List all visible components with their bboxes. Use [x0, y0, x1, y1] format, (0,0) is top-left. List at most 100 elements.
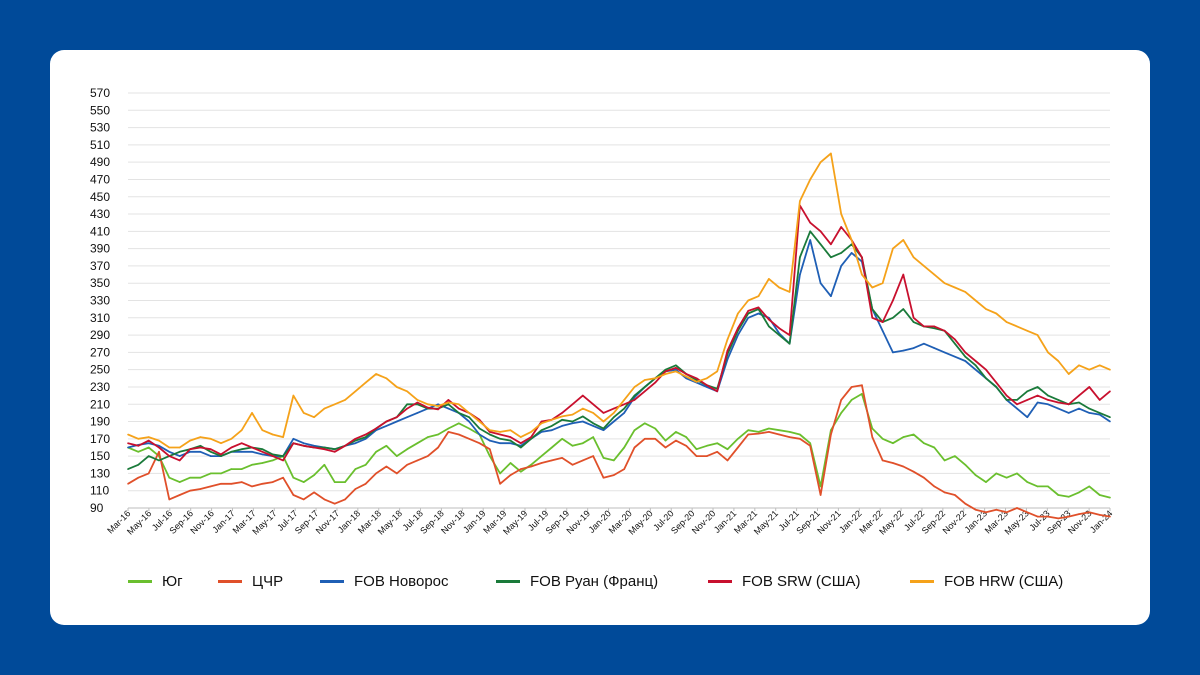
data-point-2 — [592, 425, 594, 427]
data-point-0 — [168, 476, 171, 479]
data-point-5 — [1005, 321, 1008, 323]
data-point-3 — [840, 252, 842, 254]
data-point-4 — [147, 439, 150, 442]
data-point-5 — [489, 429, 491, 432]
data-point-3 — [220, 455, 222, 457]
data-point-5 — [602, 420, 605, 423]
y-tick-label: 230 — [90, 380, 110, 394]
data-point-4 — [912, 317, 915, 319]
data-point-5 — [406, 390, 408, 393]
data-point-2 — [437, 403, 439, 406]
data-point-1 — [1057, 517, 1060, 520]
data-point-1 — [489, 448, 491, 451]
data-point-4 — [333, 451, 336, 453]
data-point-0 — [1067, 496, 1070, 498]
data-point-5 — [923, 265, 925, 267]
data-point-4 — [458, 407, 460, 410]
data-point-4 — [520, 442, 522, 445]
data-point-5 — [1016, 325, 1018, 328]
legend-item: FOB Руан (Франц) — [496, 570, 658, 592]
data-point-5 — [964, 291, 967, 293]
y-tick-label: 110 — [90, 484, 109, 498]
y-tick-label: 290 — [90, 328, 110, 342]
data-point-3 — [768, 325, 770, 328]
data-point-0 — [530, 464, 532, 466]
data-point-3 — [240, 448, 243, 451]
data-point-5 — [333, 403, 336, 406]
data-point-1 — [427, 455, 429, 457]
y-tick-label: 310 — [90, 311, 110, 325]
data-point-4 — [282, 459, 284, 462]
data-point-3 — [830, 256, 832, 259]
data-point-5 — [385, 377, 388, 380]
data-point-1 — [178, 494, 181, 496]
x-tick-label: Nov-21 — [815, 508, 843, 536]
data-point-5 — [1047, 351, 1049, 354]
data-point-1 — [850, 386, 853, 388]
data-point-4 — [974, 360, 977, 362]
data-point-2 — [706, 386, 708, 388]
data-point-0 — [788, 431, 791, 433]
data-point-0 — [747, 429, 749, 432]
data-point-5 — [912, 256, 915, 259]
data-point-1 — [788, 436, 791, 438]
data-point-0 — [840, 412, 842, 414]
data-point-1 — [375, 472, 377, 475]
data-point-5 — [675, 370, 677, 373]
data-point-1 — [220, 483, 222, 485]
data-point-5 — [1057, 360, 1060, 362]
data-point-3 — [1026, 390, 1029, 393]
series-line-4 — [127, 204, 1111, 462]
data-point-4 — [364, 433, 367, 436]
data-point-5 — [830, 152, 832, 155]
data-point-5 — [178, 446, 181, 449]
data-point-3 — [985, 377, 987, 380]
data-point-5 — [840, 213, 842, 215]
data-point-4 — [240, 442, 243, 445]
data-point-4 — [985, 368, 987, 371]
y-tick-label: 250 — [90, 363, 110, 377]
data-point-4 — [302, 445, 305, 447]
data-point-2 — [954, 355, 956, 358]
data-point-4 — [344, 445, 346, 447]
data-point-5 — [995, 312, 998, 315]
data-point-5 — [974, 299, 977, 302]
data-point-2 — [313, 445, 315, 447]
data-point-1 — [1026, 511, 1029, 514]
data-point-5 — [354, 390, 357, 393]
data-point-0 — [871, 427, 874, 430]
data-point-4 — [489, 431, 491, 433]
y-tick-label: 470 — [90, 172, 110, 186]
data-point-0 — [354, 468, 357, 470]
data-point-0 — [333, 481, 336, 483]
data-point-0 — [499, 472, 501, 475]
data-point-3 — [458, 412, 460, 414]
data-point-4 — [168, 455, 171, 457]
data-point-1 — [468, 438, 470, 440]
data-point-1 — [757, 432, 760, 435]
data-point-4 — [892, 299, 894, 302]
data-point-1 — [147, 472, 150, 475]
y-tick-label: 390 — [90, 242, 110, 256]
data-point-1 — [447, 431, 450, 433]
data-point-5 — [313, 416, 315, 419]
data-point-2 — [189, 451, 191, 453]
data-point-1 — [1016, 507, 1018, 509]
data-point-3 — [354, 439, 357, 442]
series-line-2 — [127, 239, 1111, 458]
data-point-2 — [168, 451, 171, 453]
data-point-2 — [685, 377, 687, 380]
data-point-2 — [747, 317, 749, 319]
data-point-5 — [468, 412, 470, 414]
data-point-1 — [644, 438, 646, 440]
data-point-0 — [540, 455, 543, 457]
data-point-4 — [416, 401, 419, 404]
data-point-0 — [923, 442, 925, 445]
data-point-3 — [799, 256, 801, 259]
data-point-4 — [1016, 403, 1018, 406]
data-point-3 — [551, 425, 553, 427]
data-point-2 — [819, 282, 822, 284]
y-tick-label: 210 — [90, 397, 110, 411]
data-point-3 — [333, 448, 336, 451]
data-point-2 — [251, 451, 253, 453]
